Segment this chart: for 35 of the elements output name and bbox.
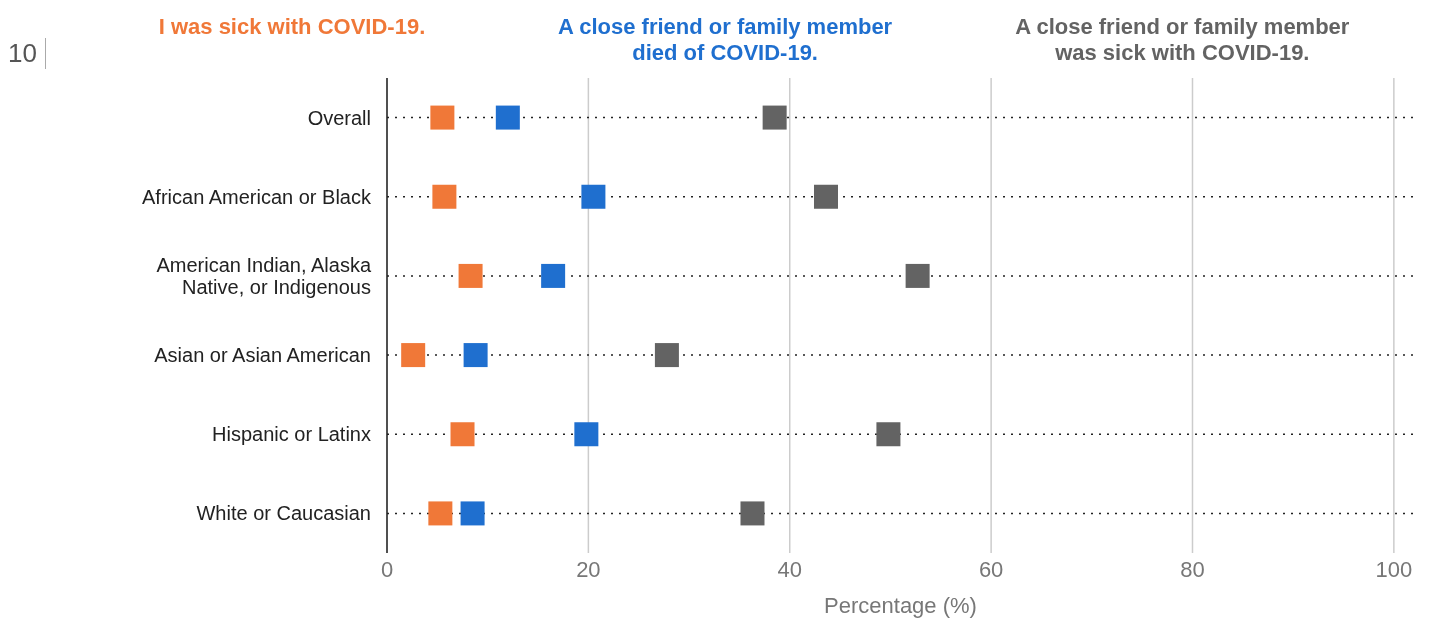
point xyxy=(905,263,930,288)
point xyxy=(432,184,457,209)
point xyxy=(654,343,679,368)
text: I was sick with COVID-19. xyxy=(157,14,427,40)
point xyxy=(458,263,483,288)
x-tick-label: 20 xyxy=(576,556,601,582)
text: A close friend or family member was sick with COVID-19. xyxy=(1014,14,1351,66)
y-tick-label: African American or Black xyxy=(142,185,372,208)
x-tick-label: 40 xyxy=(777,556,802,582)
text: 10 xyxy=(8,38,46,69)
y-tick-label: American Indian, Alaska Native, or Indigenous xyxy=(156,253,372,298)
point xyxy=(876,422,901,447)
point xyxy=(428,501,453,526)
x-tick-label: 60 xyxy=(978,556,1004,582)
y-tick-label: Overall xyxy=(307,106,371,129)
point xyxy=(401,343,426,368)
point xyxy=(495,105,520,130)
point xyxy=(762,105,787,130)
point xyxy=(460,501,485,526)
point xyxy=(581,184,606,209)
y-tick-label: White or Caucasian xyxy=(196,502,371,525)
y-tick-label: Asian or Asian American xyxy=(154,344,371,367)
point xyxy=(463,343,488,368)
x-tick-label: 0 xyxy=(380,556,394,582)
x-axis-title: Percentage (%) xyxy=(824,593,977,618)
point xyxy=(574,422,599,447)
x-tick-label: 80 xyxy=(1180,556,1205,582)
y-tick-label: Hispanic or Latinx xyxy=(212,423,371,446)
point xyxy=(430,105,455,130)
point xyxy=(813,184,838,209)
point xyxy=(450,422,475,447)
point xyxy=(541,263,566,288)
x-tick-label: 100 xyxy=(1375,556,1413,582)
text: A close friend or family member died of COVID-19. xyxy=(557,14,894,66)
point xyxy=(740,501,765,526)
